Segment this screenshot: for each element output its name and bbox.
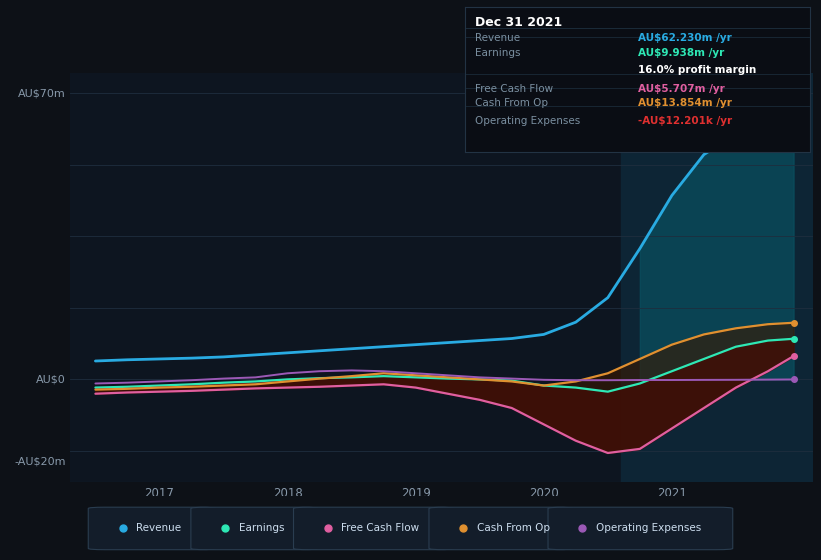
FancyBboxPatch shape	[190, 507, 318, 550]
Text: Revenue: Revenue	[135, 523, 181, 533]
FancyBboxPatch shape	[294, 507, 454, 550]
Text: Operating Expenses: Operating Expenses	[475, 116, 580, 126]
Text: Cash From Op: Cash From Op	[475, 99, 548, 108]
Text: 16.0% profit margin: 16.0% profit margin	[637, 65, 756, 75]
Bar	[621, 73, 813, 482]
Text: AU$0: AU$0	[36, 375, 66, 384]
Text: AU$5.707m /yr: AU$5.707m /yr	[637, 84, 724, 94]
Text: AU$62.230m /yr: AU$62.230m /yr	[637, 33, 732, 43]
FancyBboxPatch shape	[429, 507, 573, 550]
FancyBboxPatch shape	[88, 507, 215, 550]
Text: Revenue: Revenue	[475, 33, 521, 43]
Text: -AU$20m: -AU$20m	[15, 456, 66, 466]
Text: Earnings: Earnings	[475, 48, 521, 58]
Text: Free Cash Flow: Free Cash Flow	[342, 523, 420, 533]
Text: Dec 31 2021: Dec 31 2021	[475, 16, 562, 29]
Text: AU$13.854m /yr: AU$13.854m /yr	[637, 99, 732, 108]
Text: Earnings: Earnings	[238, 523, 284, 533]
Text: Cash From Op: Cash From Op	[476, 523, 549, 533]
Text: AU$9.938m /yr: AU$9.938m /yr	[637, 48, 724, 58]
Text: -AU$12.201k /yr: -AU$12.201k /yr	[637, 116, 732, 126]
Text: Operating Expenses: Operating Expenses	[596, 523, 701, 533]
Text: Free Cash Flow: Free Cash Flow	[475, 84, 553, 94]
FancyBboxPatch shape	[548, 507, 733, 550]
Text: AU$70m: AU$70m	[18, 88, 66, 98]
